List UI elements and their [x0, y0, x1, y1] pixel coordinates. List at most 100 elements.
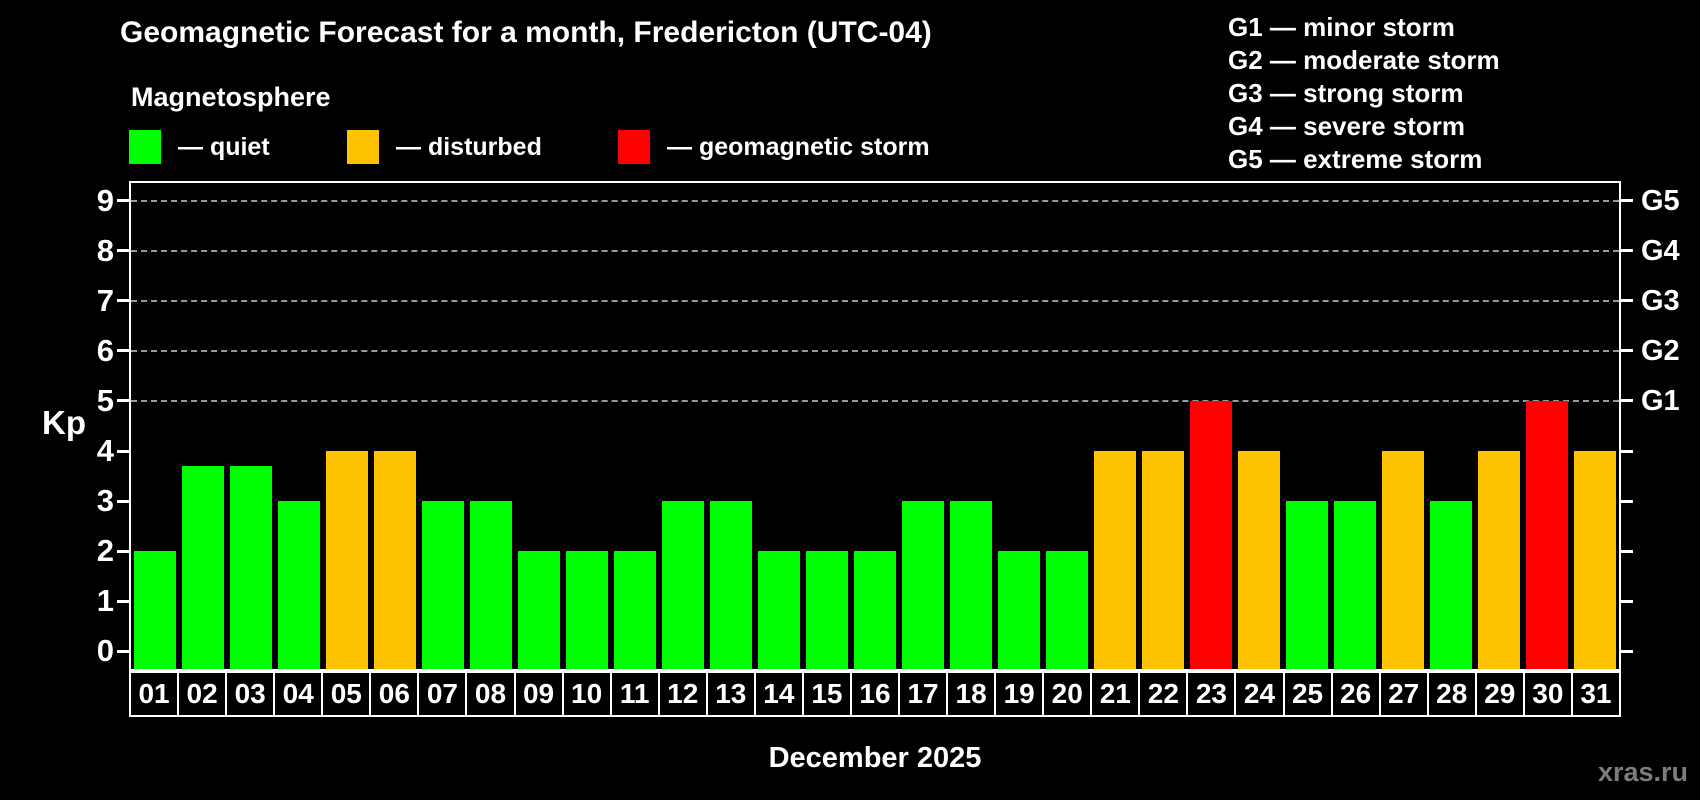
- y-tick-4: [117, 449, 129, 453]
- y-tick-label-1: 1: [96, 583, 114, 619]
- kp-bar-day-15: [806, 551, 848, 669]
- kp-bar-day-24: [1238, 451, 1280, 669]
- right-tick-7: [1621, 299, 1633, 303]
- kp-bar-day-06: [374, 451, 416, 669]
- kp-bar-day-02: [182, 466, 224, 669]
- storm-scale-g5: G5 — extreme storm: [1228, 144, 1483, 174]
- day-label-23: 23: [1186, 671, 1237, 717]
- gridline-kp-7: [131, 299, 1619, 302]
- day-label-20: 20: [1042, 671, 1093, 717]
- y-tick-3: [117, 499, 129, 503]
- right-axis-label-g1: G1: [1641, 384, 1680, 417]
- day-label-27: 27: [1378, 671, 1429, 717]
- kp-bar-day-25: [1286, 501, 1328, 669]
- page-title: Geomagnetic Forecast for a month, Freder…: [120, 16, 932, 49]
- kp-bar-day-20: [1046, 551, 1088, 669]
- kp-bar-day-19: [998, 551, 1040, 669]
- storm-scale-g4: G4 — severe storm: [1228, 111, 1466, 141]
- x-axis-title: December 2025: [768, 742, 982, 774]
- day-label-18: 18: [946, 671, 997, 717]
- gridline-kp-5: [131, 399, 1619, 402]
- kp-bar-day-09: [518, 551, 560, 669]
- right-tick-0: [1621, 649, 1633, 653]
- day-label-03: 03: [225, 671, 276, 717]
- right-tick-2: [1621, 549, 1633, 553]
- gridline-kp-9: [131, 199, 1619, 202]
- day-label-25: 25: [1282, 671, 1333, 717]
- legend-item-label: — geomagnetic storm: [667, 132, 930, 161]
- day-label-22: 22: [1138, 671, 1189, 717]
- day-label-15: 15: [801, 671, 852, 717]
- y-tick-label-4: 4: [96, 433, 114, 469]
- gridline-kp-6: [131, 349, 1619, 352]
- day-label-05: 05: [321, 671, 372, 717]
- y-tick-label-3: 3: [96, 483, 114, 519]
- quiet-color-swatch: [129, 130, 161, 164]
- y-tick-label-6: 6: [96, 332, 114, 368]
- kp-bar-day-22: [1142, 451, 1184, 669]
- kp-bar-day-18: [950, 501, 992, 669]
- right-tick-5: [1621, 399, 1633, 403]
- kp-bar-day-10: [566, 551, 608, 669]
- kp-bar-day-13: [710, 501, 752, 669]
- day-label-21: 21: [1090, 671, 1141, 717]
- day-label-24: 24: [1234, 671, 1285, 717]
- y-tick-9: [117, 199, 129, 203]
- day-label-14: 14: [753, 671, 804, 717]
- y-tick-1: [117, 599, 129, 603]
- storm-color-swatch: [618, 130, 650, 164]
- right-axis-label-g5: G5: [1641, 184, 1680, 217]
- right-axis-label-g2: G2: [1641, 334, 1680, 367]
- day-label-04: 04: [273, 671, 324, 717]
- chart-subtitle: Magnetosphere: [131, 82, 331, 112]
- legend-item-storm: — geomagnetic storm: [618, 129, 930, 165]
- kp-bar-day-26: [1334, 501, 1376, 669]
- day-label-09: 09: [513, 671, 564, 717]
- x-axis-day-labels: 01 02 03 04 05 06 07 08 09 10 11 12 13 14 15 16 17 18 19 20…: [129, 671, 1621, 717]
- kp-bar-day-31: [1574, 451, 1616, 669]
- right-tick-6: [1621, 349, 1633, 353]
- kp-bar-day-14: [758, 551, 800, 669]
- kp-bar-day-05: [326, 451, 368, 669]
- kp-bar-day-17: [902, 501, 944, 669]
- y-tick-0: [117, 649, 129, 653]
- right-axis-label-g4: G4: [1641, 234, 1680, 267]
- day-label-28: 28: [1426, 671, 1477, 717]
- day-label-06: 06: [369, 671, 420, 717]
- y-tick-2: [117, 549, 129, 553]
- storm-scale-g1: G1 — minor storm: [1228, 12, 1455, 42]
- kp-bar-day-07: [422, 501, 464, 669]
- day-label-08: 08: [465, 671, 516, 717]
- day-label-17: 17: [898, 671, 949, 717]
- kp-bar-day-11: [614, 551, 656, 669]
- storm-scale-legend: G1 — minor storm G2 — moderate storm G3 …: [1228, 11, 1500, 176]
- kp-bar-day-08: [470, 501, 512, 669]
- watermark: xras.ru: [1597, 757, 1688, 787]
- day-label-12: 12: [657, 671, 708, 717]
- y-axis-title: Kp: [42, 404, 86, 441]
- legend-item-label: — quiet: [178, 132, 270, 161]
- kp-bar-day-03: [230, 466, 272, 669]
- gridline-kp-8: [131, 249, 1619, 252]
- day-label-16: 16: [849, 671, 900, 717]
- disturbed-color-swatch: [347, 130, 379, 164]
- storm-scale-g2: G2 — moderate storm: [1228, 45, 1500, 75]
- day-label-30: 30: [1522, 671, 1573, 717]
- right-tick-4: [1621, 449, 1633, 453]
- y-tick-label-0: 0: [96, 633, 114, 669]
- day-label-31: 31: [1570, 671, 1621, 717]
- y-tick-label-8: 8: [96, 232, 114, 268]
- day-label-01: 01: [129, 671, 180, 717]
- day-label-02: 02: [177, 671, 228, 717]
- day-label-11: 11: [609, 671, 660, 717]
- day-label-29: 29: [1474, 671, 1525, 717]
- y-tick-8: [117, 249, 129, 253]
- kp-bar-day-12: [662, 501, 704, 669]
- kp-bar-day-27: [1382, 451, 1424, 669]
- day-label-26: 26: [1330, 671, 1381, 717]
- storm-scale-g3: G3 — strong storm: [1228, 78, 1464, 108]
- y-tick-label-5: 5: [96, 382, 114, 418]
- kp-bar-day-30: [1526, 400, 1568, 669]
- right-tick-8: [1621, 249, 1633, 253]
- kp-bar-day-16: [854, 551, 896, 669]
